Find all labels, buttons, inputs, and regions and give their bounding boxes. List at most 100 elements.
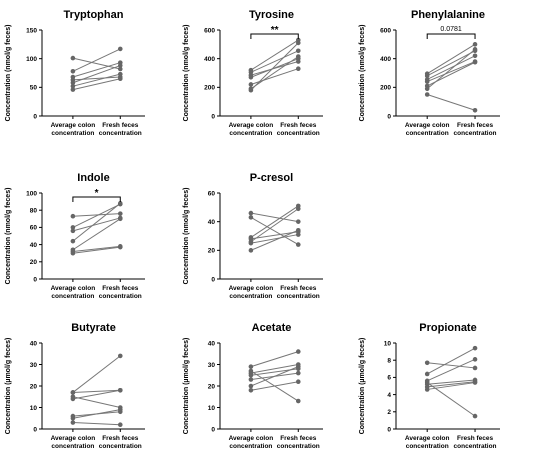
series-line bbox=[72, 203, 121, 228]
y-tick-label: 6 bbox=[387, 375, 391, 382]
series-line bbox=[250, 229, 299, 251]
data-point bbox=[472, 47, 478, 52]
data-point bbox=[117, 211, 123, 216]
series-line bbox=[426, 48, 476, 90]
y-tick-label: 0 bbox=[211, 276, 215, 283]
series-line bbox=[250, 39, 299, 71]
series-line bbox=[427, 379, 476, 385]
data-point bbox=[424, 387, 430, 392]
y-tick-label: 200 bbox=[380, 85, 391, 92]
series-line bbox=[250, 212, 299, 223]
panel-title: Tryptophan bbox=[64, 9, 124, 21]
data-point bbox=[117, 388, 123, 393]
x-category-label: Average colon concentration bbox=[229, 122, 274, 137]
y-tick-label: 40 bbox=[208, 219, 216, 226]
data-point bbox=[472, 365, 478, 371]
series-line bbox=[427, 94, 476, 111]
significance-bracket bbox=[426, 33, 476, 39]
data-point bbox=[117, 63, 123, 68]
series-line bbox=[72, 76, 121, 81]
data-point bbox=[295, 219, 301, 224]
y-tick-label: 4 bbox=[387, 392, 391, 399]
series-line bbox=[72, 78, 121, 91]
x-category-label: Average colon concentration bbox=[51, 285, 96, 300]
data-point bbox=[295, 370, 301, 376]
series-line bbox=[250, 42, 299, 91]
y-axis-label: Concentration (nmol/g feces) bbox=[183, 25, 190, 122]
series-line bbox=[250, 364, 299, 374]
y-tick-label: 100 bbox=[26, 56, 37, 63]
y-tick-label: 400 bbox=[380, 56, 391, 63]
y-tick-label: 2 bbox=[387, 409, 391, 416]
data-point bbox=[248, 388, 254, 393]
x-category-label: Fresh feces concentration bbox=[99, 122, 142, 137]
panel-title: Indole bbox=[77, 172, 109, 184]
series-line bbox=[72, 73, 121, 87]
y-tick-label: 0 bbox=[33, 276, 37, 283]
y-tick-label: 50 bbox=[30, 85, 38, 92]
y-tick-label: 10 bbox=[30, 405, 38, 412]
series-line bbox=[250, 216, 299, 246]
y-tick-label: 80 bbox=[30, 208, 38, 215]
series-line bbox=[426, 358, 476, 382]
data-point bbox=[295, 206, 301, 212]
panel-propionate: Propionate Concentration (µmol/g feces) 0 2… bbox=[359, 322, 500, 450]
y-tick-label: 30 bbox=[208, 362, 216, 369]
y-tick-label: 20 bbox=[30, 259, 38, 266]
series-line bbox=[250, 68, 299, 85]
data-point bbox=[472, 42, 478, 47]
series-line bbox=[426, 50, 476, 77]
data-point bbox=[248, 82, 254, 87]
data-point bbox=[248, 372, 254, 378]
panel-phenylalanine: Phenylalanine Concentration (nmol/g feces… bbox=[359, 9, 500, 137]
series-line bbox=[250, 50, 299, 73]
series-line bbox=[72, 218, 121, 251]
series-line bbox=[250, 366, 299, 387]
x-category-label: Average colon concentration bbox=[229, 435, 274, 450]
y-tick-label: 400 bbox=[204, 56, 215, 63]
panel-tyrosine: Tyrosine Concentration (nmol/g feces) 0 200… bbox=[183, 9, 323, 137]
y-tick-label: 0 bbox=[33, 426, 37, 433]
x-category-label: Fresh feces concentration bbox=[454, 435, 497, 450]
data-point bbox=[248, 377, 254, 382]
data-point bbox=[117, 422, 123, 428]
y-tick-label: 100 bbox=[26, 190, 37, 197]
data-point bbox=[70, 83, 76, 89]
series-line bbox=[72, 245, 121, 252]
series-line bbox=[72, 48, 121, 72]
y-tick-label: 0 bbox=[33, 113, 37, 120]
y-axis-label: Concentration (µmol/g feces) bbox=[183, 338, 190, 435]
data-point bbox=[117, 201, 123, 206]
y-tick-label: 200 bbox=[204, 85, 215, 92]
significance-bracket bbox=[72, 196, 121, 202]
x-category-label: Fresh feces concentration bbox=[99, 285, 142, 300]
data-point bbox=[117, 71, 123, 77]
data-point bbox=[472, 345, 478, 351]
series-line bbox=[427, 382, 476, 390]
series-line bbox=[72, 62, 121, 78]
data-point bbox=[472, 380, 478, 385]
x-category-label: Fresh feces concentration bbox=[99, 435, 142, 450]
series-line bbox=[72, 389, 121, 393]
series-line bbox=[72, 217, 121, 232]
data-point bbox=[117, 66, 123, 72]
panel-title: Tyrosine bbox=[249, 9, 294, 21]
data-point bbox=[117, 407, 123, 412]
y-tick-label: 40 bbox=[30, 242, 38, 249]
series-line bbox=[250, 231, 299, 240]
data-point bbox=[295, 379, 301, 385]
x-category-label: Fresh feces concentration bbox=[277, 435, 320, 450]
y-axis-label: Concentration (nmol/g feces) bbox=[183, 188, 190, 285]
data-point bbox=[472, 413, 478, 419]
significance-label: 0.0781 bbox=[440, 26, 462, 33]
series-line bbox=[72, 396, 121, 408]
y-tick-label: 600 bbox=[380, 27, 391, 34]
data-point bbox=[70, 420, 76, 425]
y-axis-label: Concentration (µmol/g feces) bbox=[359, 338, 366, 435]
series-line bbox=[426, 382, 476, 417]
data-point bbox=[472, 107, 478, 113]
y-axis-label: Concentration (nmol/g feces) bbox=[5, 188, 12, 285]
panel-acetate: Acetate Concentration (µmol/g feces) 0 10 20… bbox=[183, 322, 323, 450]
data-point bbox=[472, 59, 478, 65]
series-line bbox=[72, 422, 121, 426]
